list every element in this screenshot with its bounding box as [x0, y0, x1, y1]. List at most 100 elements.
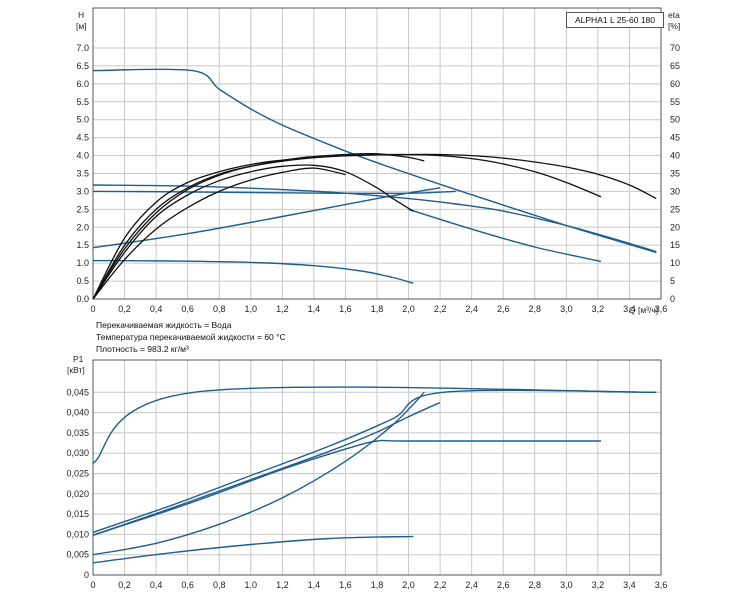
y2-tick-label: 20 — [670, 222, 680, 232]
x-tick-label: 1,6 — [339, 304, 352, 314]
x-tick-label: 2,2 — [434, 580, 447, 590]
y-tick-label: 4.0 — [76, 151, 89, 161]
y-tick-label: 0,015 — [66, 509, 89, 519]
y2-tick-label: 0 — [670, 294, 675, 304]
x-tick-label: 2,0 — [402, 580, 415, 590]
x-tick-label: 2,0 — [402, 304, 415, 314]
y-tick-label: 1.0 — [76, 258, 89, 268]
power-curve-1 — [92, 389, 657, 534]
x-tick-label: 0,2 — [118, 580, 131, 590]
y-tick-label: 0.5 — [76, 276, 89, 286]
power-curve-2 — [92, 401, 441, 536]
y2-tick-label: 45 — [670, 133, 680, 143]
x-tick-label: 0 — [90, 580, 95, 590]
y-tick-label: 4.5 — [76, 133, 89, 143]
y2-tick-label: 5 — [670, 276, 675, 286]
x-tick-label: 1,4 — [308, 580, 321, 590]
y-tick-label: 0 — [84, 570, 89, 580]
y2-tick-label: 50 — [670, 115, 680, 125]
x-tick-label: 2,8 — [529, 580, 542, 590]
y2-tick-label: 55 — [670, 97, 680, 107]
y2-tick-label: 40 — [670, 151, 680, 161]
y-tick-label: 1.5 — [76, 240, 89, 250]
y-axis-label: H — [78, 10, 84, 20]
y-tick-label: 0,040 — [66, 408, 89, 418]
x-tick-label: 3,0 — [560, 580, 573, 590]
x-tick-label: 1,8 — [371, 580, 384, 590]
fluid-note: Перекачиваемая жидкость = Вода — [96, 320, 232, 330]
power-curve-4 — [92, 439, 601, 536]
y2-tick-label: 25 — [670, 204, 680, 214]
y-tick-label: 5.5 — [76, 97, 89, 107]
x-tick-label: 0,6 — [181, 304, 194, 314]
x-tick-label: 1,2 — [276, 580, 289, 590]
x-tick-label: 0,6 — [181, 580, 194, 590]
x-tick-label: 1,0 — [245, 304, 258, 314]
x-axis-label: Q [м³/ч] — [629, 305, 658, 315]
power-curve-5 — [92, 535, 414, 564]
x-tick-label: 3,2 — [592, 580, 605, 590]
plot-frame — [92, 359, 662, 576]
y-tick-label: 0,025 — [66, 469, 89, 479]
y2-tick-label: 60 — [670, 79, 680, 89]
x-tick-label: 2,4 — [465, 304, 478, 314]
x-tick-label: 1,2 — [276, 304, 289, 314]
y2-tick-label: 15 — [670, 240, 680, 250]
y-tick-label: 2.0 — [76, 222, 89, 232]
y2-tick-label: 65 — [670, 61, 680, 71]
y2-tick-label: 70 — [670, 43, 680, 53]
y2-tick-label: 10 — [670, 258, 680, 268]
x-tick-label: 3,4 — [623, 304, 636, 314]
plot-frame — [92, 7, 662, 300]
efficiency-curve-10 — [92, 167, 346, 300]
power-curve-3 — [92, 391, 425, 556]
x-tick-label: 2,6 — [497, 304, 510, 314]
y-tick-label: 0,020 — [66, 489, 89, 499]
x-tick-label: 0,4 — [150, 304, 163, 314]
y-tick-label: 0,030 — [66, 448, 89, 458]
y-tick-label: 0,035 — [66, 428, 89, 438]
x-tick-label: 3,6 — [655, 304, 668, 314]
x-tick-label: 1,4 — [308, 304, 321, 314]
pump-model-label: ALPHA1 L 25-60 180 — [566, 12, 664, 28]
y-tick-label: 3.5 — [76, 169, 89, 179]
head-curve-0 — [92, 68, 657, 254]
x-tick-label: 0,8 — [213, 304, 226, 314]
x-tick-label: 0,4 — [150, 580, 163, 590]
temperature-note: Температура перекачиваемой жидкости = 60… — [96, 332, 286, 342]
x-tick-label: 3,6 — [655, 580, 668, 590]
y-tick-label: 6.0 — [76, 79, 89, 89]
y-axis-label: P1 — [73, 354, 84, 364]
efficiency-curve-9 — [92, 164, 414, 300]
x-tick-label: 2,4 — [465, 580, 478, 590]
y2-axis-unit: [%] — [668, 21, 680, 31]
y2-tick-label: 30 — [670, 186, 680, 196]
density-note: Плотность = 983.2 кг/м³ — [96, 344, 189, 354]
y-tick-label: 7.0 — [76, 43, 89, 53]
x-tick-label: 2,2 — [434, 304, 447, 314]
y-tick-label: 2.5 — [76, 204, 89, 214]
x-tick-label: 0,2 — [118, 304, 131, 314]
x-tick-label: 0 — [90, 304, 95, 314]
y2-tick-label: 35 — [670, 169, 680, 179]
x-tick-label: 3,0 — [560, 304, 573, 314]
head-curve-3 — [92, 187, 441, 249]
y-tick-label: 5.0 — [76, 115, 89, 125]
y-tick-label: 0,010 — [66, 529, 89, 539]
y-axis-unit: [кВт] — [67, 365, 85, 375]
head-curve-5 — [408, 208, 602, 263]
head-curve-1 — [92, 184, 657, 253]
y-axis-unit: [м] — [76, 21, 87, 31]
x-tick-label: 2,8 — [529, 304, 542, 314]
x-tick-label: 0,8 — [213, 580, 226, 590]
efficiency-curve-7 — [92, 153, 602, 300]
y2-axis-label: eta — [668, 10, 680, 20]
x-tick-label: 1,0 — [245, 580, 258, 590]
y-tick-label: 0,005 — [66, 550, 89, 560]
head-curve-4 — [92, 259, 414, 284]
power-curve-0 — [92, 386, 657, 464]
x-tick-label: 1,8 — [371, 304, 384, 314]
x-tick-label: 3,2 — [592, 304, 605, 314]
